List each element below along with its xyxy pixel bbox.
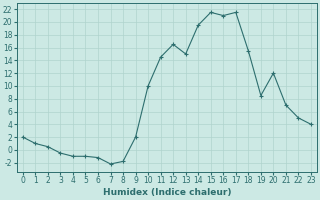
X-axis label: Humidex (Indice chaleur): Humidex (Indice chaleur) — [103, 188, 231, 197]
